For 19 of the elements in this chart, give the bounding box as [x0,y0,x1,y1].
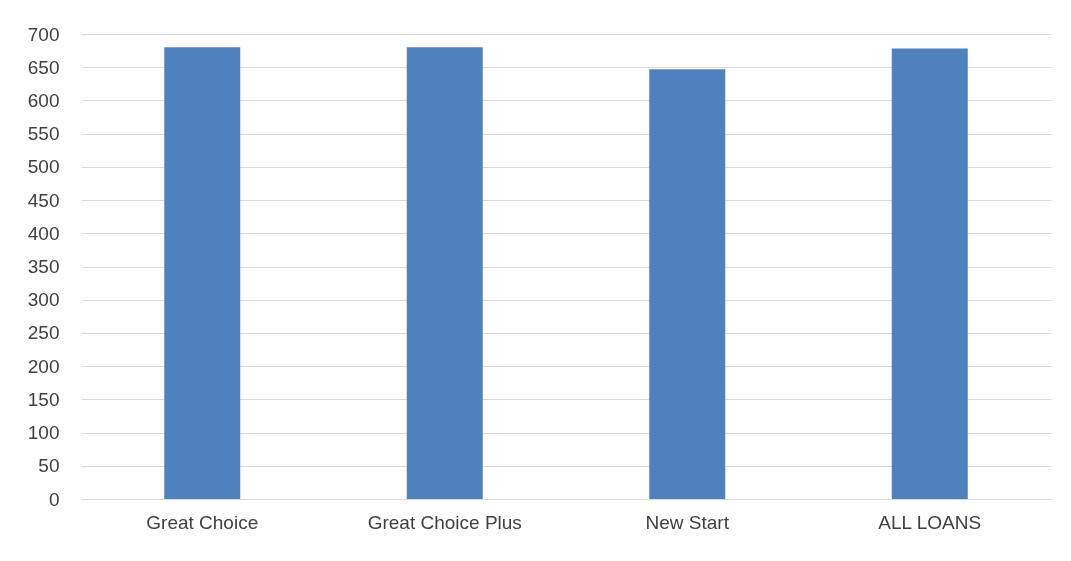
y-tick-label: 500 [27,156,60,178]
y-tick-label: 50 [38,455,60,477]
x-tick-label: Great Choice Plus [367,511,522,533]
y-tick-label: 150 [27,388,60,410]
y-tick-label: 400 [27,222,60,244]
y-tick-label: 600 [27,89,60,111]
y-tick-label: 650 [27,56,60,78]
y-tick-label: 300 [27,289,60,311]
y-tick-label: 700 [27,23,60,45]
y-tick-label: 350 [27,256,60,277]
y-tick-label: 100 [27,422,60,444]
y-tick-label: 450 [27,189,60,211]
y-tick-label: 250 [27,322,60,344]
y-tick-label: 550 [27,123,60,145]
y-tick-label: 0 [48,488,60,510]
x-tick-label: ALL LOANS [878,511,982,533]
x-tick-label: Great Choice [146,511,259,533]
x-tick-label: New Start [645,511,730,533]
y-tick-label: 200 [27,355,60,377]
